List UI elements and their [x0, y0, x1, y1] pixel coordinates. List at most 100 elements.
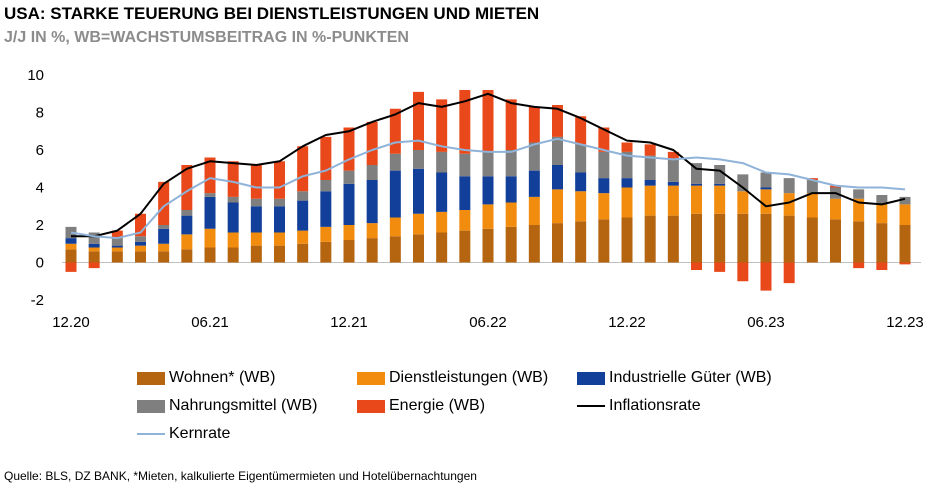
bar-segment	[181, 249, 193, 263]
bar-segment	[552, 223, 563, 263]
bar-segment	[366, 180, 378, 224]
bar-segment	[459, 210, 471, 231]
bar-segment	[528, 142, 540, 171]
bar-segment	[806, 193, 818, 218]
bar-segment	[760, 172, 772, 188]
bar-segment	[297, 230, 309, 244]
bar-segment	[297, 146, 309, 192]
bar-segment	[366, 238, 378, 263]
bar-segment	[250, 245, 262, 263]
bar-segment	[783, 193, 795, 216]
legend-item-nahrungsmittel: Nahrungsmittel (WB)	[137, 397, 317, 415]
bar-segment	[343, 183, 355, 225]
y-tick-label: 10	[27, 67, 44, 84]
legend-swatch-nahrungsmittel	[137, 399, 165, 413]
bar-segment	[181, 234, 193, 250]
bar-segment	[65, 262, 77, 272]
bar-segment	[691, 262, 702, 270]
chart-subtitle: J/J IN %, WB=WACHSTUMSBEITRAG IN %-PUNKT…	[4, 29, 409, 46]
bar-segment	[714, 262, 726, 272]
bar-segment	[227, 232, 239, 248]
bar-segment	[575, 116, 587, 145]
bar-segment	[343, 127, 355, 171]
bar-segment	[436, 211, 448, 233]
bar-segment	[598, 219, 610, 263]
bar-segment	[459, 153, 471, 177]
bar-segment	[274, 245, 285, 263]
bar-segment	[389, 108, 401, 154]
bar-segment	[181, 210, 193, 216]
bar-segment	[343, 225, 355, 240]
x-tick-label: 06.21	[191, 314, 229, 330]
legend-label-inflationsrate: Inflationsrate	[609, 397, 701, 414]
legend-item-inflationsrate: Inflationsrate	[577, 397, 701, 415]
bar-segment	[760, 262, 772, 291]
bar-segment	[667, 151, 679, 160]
bar-segment	[644, 185, 656, 216]
bar-segment	[320, 226, 332, 242]
bar-segment	[714, 185, 726, 214]
bar-segment	[644, 144, 656, 156]
bar-segment	[737, 213, 749, 263]
bar-segment	[135, 251, 146, 263]
x-tick-label: 12.20	[52, 314, 90, 330]
bar-segment	[552, 105, 563, 137]
bar-segment	[806, 217, 818, 263]
bar-segment	[65, 243, 77, 250]
bar-segment	[482, 204, 494, 229]
bar-segment	[691, 163, 702, 184]
legend-swatch-wohnen	[137, 371, 165, 385]
bar-segment	[621, 178, 633, 188]
bar-segment	[598, 151, 610, 179]
bar-segment	[853, 262, 865, 269]
bar-segment	[204, 247, 216, 263]
bar-segment	[667, 215, 679, 263]
bar-segment	[436, 151, 448, 173]
bar-segment	[459, 176, 471, 210]
bar-segment	[413, 168, 424, 214]
bar-segment	[111, 238, 123, 246]
bar-segment	[111, 245, 123, 248]
bar-segment	[158, 243, 170, 252]
bar-segment	[158, 251, 170, 263]
bar-segment	[366, 223, 378, 239]
bar-segment	[691, 183, 702, 186]
stacked-bar-chart: -2 0 2 4 6 8 10 12.20 06.21 12.21 06.22 12.22 06.23 1…	[27, 67, 923, 330]
bar-segment	[505, 99, 517, 150]
bar-segment	[876, 204, 888, 224]
bar-segment	[135, 213, 146, 237]
bar-segment	[575, 221, 587, 263]
bar-segment	[413, 91, 424, 150]
bar-segment	[667, 181, 679, 186]
bar-segment	[88, 243, 100, 248]
legend-line-inflationsrate	[577, 405, 605, 407]
bar-segment	[204, 196, 216, 229]
bar-segment	[899, 196, 911, 205]
bar-segment	[505, 202, 517, 227]
bar-segment	[227, 247, 239, 263]
bar-segment	[297, 243, 309, 263]
bar-segment	[158, 181, 170, 225]
bar-segment	[181, 215, 193, 235]
bar-segment	[552, 136, 563, 165]
bar-segment	[783, 215, 795, 263]
bar-segment	[135, 245, 146, 252]
bar-segment	[297, 191, 309, 201]
bar-segment	[737, 262, 749, 282]
bar-segment	[250, 165, 262, 199]
legend-item-kernrate: Kernrate	[137, 425, 230, 443]
bar-segment	[366, 165, 378, 180]
bar-segment	[459, 230, 471, 263]
bar-segment	[459, 90, 471, 154]
bar-segment	[204, 157, 216, 194]
bar-segment	[111, 230, 123, 239]
y-tick-label: 0	[36, 255, 44, 272]
bar-segment	[65, 249, 77, 263]
bar-segment	[644, 155, 656, 180]
bar-segment	[88, 232, 100, 244]
x-tick-label: 12.22	[608, 314, 646, 330]
bar-segment	[389, 153, 401, 171]
bar-segment	[760, 187, 772, 190]
bar-segment	[552, 189, 563, 224]
bar-segment	[88, 251, 100, 263]
